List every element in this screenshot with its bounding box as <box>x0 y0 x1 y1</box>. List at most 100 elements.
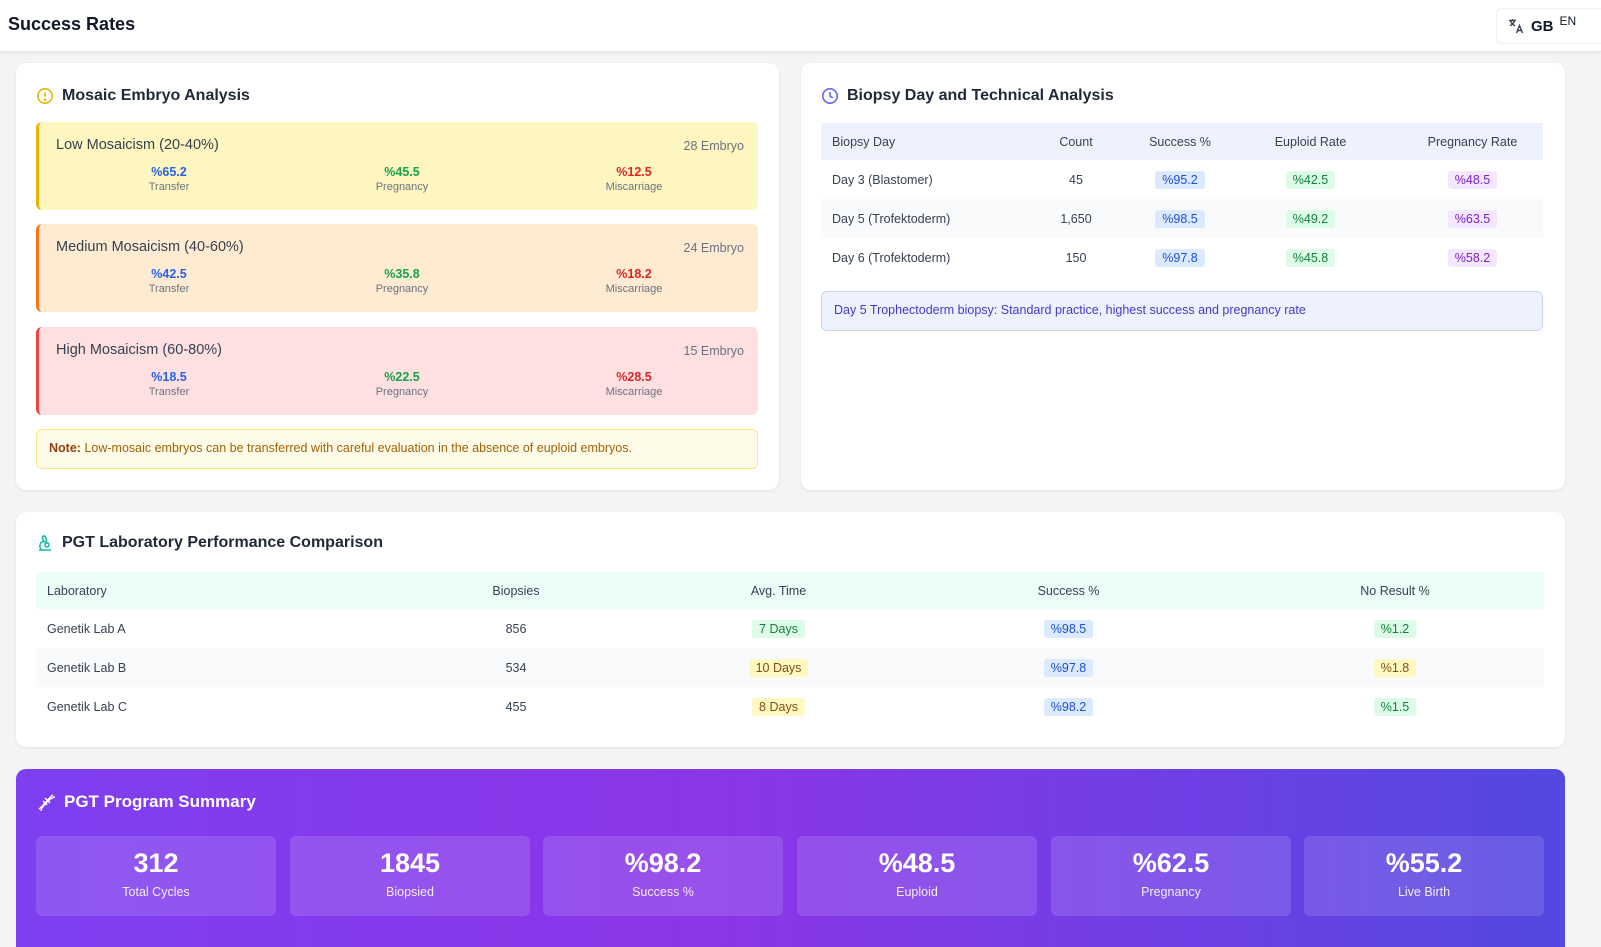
stat-value: %48.5 <box>878 848 956 878</box>
avg-time-badge: 10 Days <box>748 658 809 677</box>
mosaic-title-text: Mosaic Embryo Analysis <box>62 87 250 104</box>
col-biopsies: Biopsies <box>492 583 540 598</box>
mosaic-group-name: Medium Mosaicism (40-60%) <box>56 239 244 255</box>
summary-title-text: PGT Program Summary <box>64 792 256 811</box>
avg-time-badge: 8 Days <box>752 697 805 716</box>
lab-name: Genetik Lab B <box>47 660 127 675</box>
lab-title-text: PGT Laboratory Performance Comparison <box>62 534 383 551</box>
mosaic-group-high: High Mosaicism (60-80%) 15 Embryo %18.5 T… <box>36 327 758 415</box>
biopsy-count: 45 <box>1069 172 1083 187</box>
pregnancy-value: %45.5 <box>384 165 420 179</box>
mosaic-group-count: 15 Embryo <box>683 344 744 358</box>
biopsy-day: Day 5 (Trofektoderm) <box>832 211 951 226</box>
lab-name: Genetik Lab C <box>47 699 127 714</box>
transfer-value: %18.5 <box>151 370 187 384</box>
mosaic-group-name: High Mosaicism (60-80%) <box>56 342 222 358</box>
language-selector[interactable]: GB EN <box>1496 8 1601 44</box>
transfer-label: Transfer <box>148 386 190 398</box>
mosaic-group-medium: Medium Mosaicism (40-60%) 24 Embryo %42.… <box>36 224 758 312</box>
lab-biopsies: 534 <box>505 660 527 675</box>
miscarriage-label: Miscarriage <box>605 283 663 295</box>
stat-label: Pregnancy <box>1141 885 1201 899</box>
transfer-label: Transfer <box>148 283 190 295</box>
stat-total-cycles: 312 Total Cycles <box>36 836 276 916</box>
success-badge: %98.5 <box>1043 619 1094 638</box>
stat-biopsied: 1845 Biopsied <box>290 836 530 916</box>
table-row: Day 3 (Blastomer) 45 %95.2 %42.5 %48.5 <box>821 160 1543 199</box>
miscarriage-label: Miscarriage <box>605 181 663 193</box>
pregnancy-stat: %35.8 Pregnancy <box>327 267 477 295</box>
stat-label: Live Birth <box>1397 885 1451 899</box>
page-title: Success Rates <box>8 14 136 34</box>
mosaic-group-name: Low Mosaicism (20-40%) <box>56 137 219 153</box>
stat-success: %98.2 Success % <box>543 836 783 916</box>
table-row: Genetik Lab C 455 8 Days %98.2 %1.5 <box>36 687 1544 726</box>
mosaic-note: Note: Low-mosaic embryos can be transfer… <box>36 429 758 469</box>
stat-label: Biopsied <box>386 885 434 899</box>
lab-card-title: PGT Laboratory Performance Comparison <box>36 534 383 552</box>
translate-icon <box>1509 19 1524 34</box>
table-row: Genetik Lab A 856 7 Days %98.5 %1.2 <box>36 609 1544 648</box>
biopsy-card: Biopsy Day and Technical Analysis Biopsy… <box>801 63 1565 490</box>
lab-biopsies: 856 <box>505 621 527 636</box>
pregnancy-label: Pregnancy <box>375 181 429 193</box>
success-badge: %98.5 <box>1155 209 1205 228</box>
transfer-stat: %18.5 Transfer <box>94 370 244 398</box>
pregnancy-value: %35.8 <box>384 267 420 281</box>
pregnancy-badge: %63.5 <box>1447 209 1498 228</box>
pregnancy-badge: %48.5 <box>1447 170 1498 189</box>
table-header-row: Biopsy Day Count Success % Euploid Rate … <box>821 123 1543 160</box>
table-row: Day 6 (Trofektoderm) 150 %97.8 %45.8 %58… <box>821 238 1543 277</box>
mosaic-group-count: 28 Embryo <box>683 139 744 153</box>
col-success: Success % <box>1149 134 1211 149</box>
lab-biopsies: 455 <box>505 699 527 714</box>
euploid-badge: %49.2 <box>1285 209 1336 228</box>
stat-value: 1845 <box>379 848 441 878</box>
note-text: Low-mosaic embryos can be transferred wi… <box>84 441 632 455</box>
note-label: Note: <box>49 441 81 455</box>
mosaic-embryo-card: Mosaic Embryo Analysis Low Mosaicism (20… <box>16 63 779 490</box>
miscarriage-value: %28.5 <box>616 370 652 384</box>
table-header-row: Laboratory Biopsies Avg. Time Success % … <box>36 572 1544 609</box>
stat-value: %98.2 <box>624 848 702 878</box>
pregnancy-label: Pregnancy <box>375 283 429 295</box>
col-pregnancy: Pregnancy Rate <box>1427 134 1518 149</box>
miscarriage-stat: %18.2 Miscarriage <box>559 267 709 295</box>
lab-performance-card: PGT Laboratory Performance Comparison La… <box>16 512 1565 747</box>
stat-value: 312 <box>133 848 179 878</box>
col-euploid: Euploid Rate <box>1274 134 1347 149</box>
biopsy-title-text: Biopsy Day and Technical Analysis <box>847 87 1114 104</box>
transfer-stat: %65.2 Transfer <box>94 165 244 193</box>
dna-icon <box>38 794 56 812</box>
col-biopsy-day: Biopsy Day <box>832 134 896 149</box>
biopsy-day: Day 3 (Blastomer) <box>832 172 933 187</box>
miscarriage-stat: %12.5 Miscarriage <box>559 165 709 193</box>
biopsy-card-title: Biopsy Day and Technical Analysis <box>821 87 1114 105</box>
miscarriage-value: %12.5 <box>616 165 652 179</box>
col-success: Success % <box>1037 583 1100 598</box>
success-badge: %95.2 <box>1155 170 1205 189</box>
mosaic-card-title: Mosaic Embryo Analysis <box>36 87 250 105</box>
pregnancy-stat: %45.5 Pregnancy <box>327 165 477 193</box>
biopsy-info: Day 5 Trophectoderm biopsy: Standard pra… <box>821 291 1543 331</box>
biopsy-day: Day 6 (Trofektoderm) <box>832 250 951 265</box>
euploid-badge: %42.5 <box>1285 170 1336 189</box>
no-result-badge: %1.5 <box>1373 697 1417 716</box>
top-bar: Success Rates GB EN <box>0 0 1601 52</box>
stat-value: %62.5 <box>1132 848 1210 878</box>
language-code: GB <box>1531 17 1554 35</box>
pregnancy-badge: %58.2 <box>1447 248 1498 267</box>
table-row: Genetik Lab B 534 10 Days %97.8 %1.8 <box>36 648 1544 687</box>
no-result-badge: %1.8 <box>1373 658 1417 677</box>
pregnancy-value: %22.5 <box>384 370 420 384</box>
stat-label: Total Cycles <box>122 885 190 899</box>
mosaic-group-low: Low Mosaicism (20-40%) 28 Embryo %65.2 Tr… <box>36 122 758 210</box>
lab-table: Laboratory Biopsies Avg. Time Success % … <box>36 572 1544 726</box>
avg-time-badge: 7 Days <box>752 619 805 638</box>
stat-label: Success % <box>632 885 694 899</box>
euploid-badge: %45.8 <box>1285 248 1336 267</box>
pregnancy-stat: %22.5 Pregnancy <box>327 370 477 398</box>
microscope-icon <box>39 535 51 551</box>
success-badge: %97.8 <box>1155 248 1205 267</box>
stat-label: Euploid <box>896 885 938 899</box>
